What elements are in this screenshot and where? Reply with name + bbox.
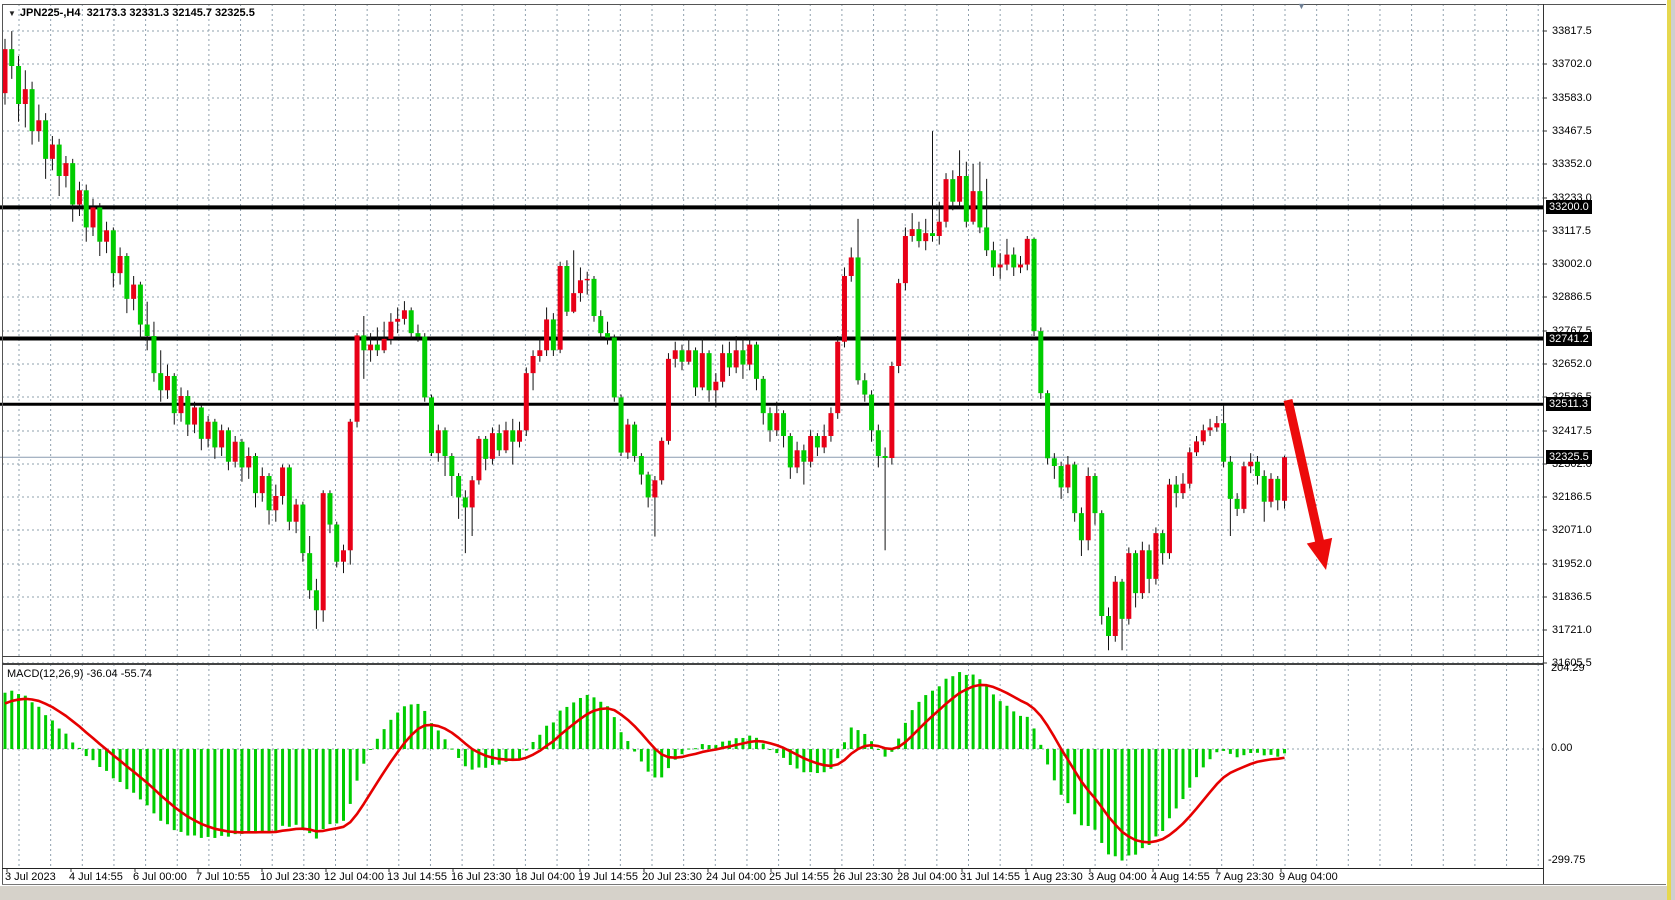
candles-layer bbox=[2, 31, 1288, 651]
bottom-outer-border bbox=[2, 884, 1666, 885]
price-tick-label: 31952.0 bbox=[1552, 558, 1592, 570]
price-tick-label: 32071.0 bbox=[1552, 524, 1592, 536]
macd-main-value: -36.04 bbox=[86, 668, 118, 680]
panel-separator-line-1 bbox=[2, 656, 1543, 657]
macd-axis-bottom[interactable]: -299.75 bbox=[1548, 854, 1586, 866]
time-tick-label: 25 Jul 14:55 bbox=[769, 871, 829, 883]
symbol-timeframe-label: JPN225-,H4 bbox=[19, 7, 81, 19]
quote-ohlc-values: 32173.3 32331.3 32145.7 32325.5 bbox=[86, 7, 255, 19]
price-tick-label: 32417.5 bbox=[1552, 425, 1592, 437]
time-tick-label: 31 Jul 14:55 bbox=[960, 871, 1020, 883]
price-tick-label: 31605.5 bbox=[1552, 657, 1592, 669]
price-level-box: 33200.0 bbox=[1546, 200, 1592, 215]
time-tick-label: 18 Jul 04:00 bbox=[515, 871, 575, 883]
time-tick-label: 13 Jul 14:55 bbox=[387, 871, 447, 883]
right-strip-gray bbox=[1671, 0, 1675, 900]
time-tick-label: 7 Jul 10:55 bbox=[196, 871, 250, 883]
time-tick-label: 10 Jul 23:30 bbox=[260, 871, 320, 883]
time-tick-label: 3 Jul 2023 bbox=[5, 871, 56, 883]
time-tick-label: 3 Aug 04:00 bbox=[1088, 871, 1147, 883]
macd-bottom-border bbox=[2, 868, 1543, 869]
price-tick-label: 32186.5 bbox=[1552, 491, 1592, 503]
price-tick-label: 33583.0 bbox=[1552, 92, 1592, 104]
price-tick-label: 33117.5 bbox=[1552, 225, 1591, 237]
panel-separator-line-2[interactable] bbox=[2, 663, 1543, 665]
time-tick-label: 20 Jul 23:30 bbox=[642, 871, 702, 883]
macd-signal-layer bbox=[4, 683, 1285, 844]
price-tick-label: 31836.5 bbox=[1552, 591, 1592, 603]
bottom-strip bbox=[0, 886, 1675, 900]
grid-layer bbox=[2, 4, 1547, 872]
price-tick-label: 33467.5 bbox=[1552, 125, 1592, 137]
macd-signal-value: -55.74 bbox=[120, 668, 152, 680]
time-tick-label: 16 Jul 23:30 bbox=[451, 871, 511, 883]
time-tick-label: 7 Aug 23:30 bbox=[1215, 871, 1274, 883]
price-tick-label: 33352.0 bbox=[1552, 158, 1592, 170]
macd-axis-top[interactable]: 204.29 bbox=[1551, 662, 1585, 674]
time-tick-label: 24 Jul 04:00 bbox=[706, 871, 766, 883]
price-tick-label: 32886.5 bbox=[1552, 291, 1592, 303]
price-level-box: 32741.2 bbox=[1546, 331, 1592, 346]
time-tick-label: 28 Jul 04:00 bbox=[897, 871, 957, 883]
time-tick-label: 4 Aug 14:55 bbox=[1151, 871, 1210, 883]
price-tick-label: 32652.0 bbox=[1552, 358, 1592, 370]
symbol-dropdown-icon[interactable]: ▼ bbox=[8, 9, 16, 18]
price-tick-label: 33002.0 bbox=[1552, 258, 1592, 270]
price-tick-label: 33817.5 bbox=[1552, 25, 1592, 37]
price-tick-label: 31721.0 bbox=[1552, 624, 1592, 636]
top-border bbox=[2, 4, 1666, 5]
time-tick-label: 1 Aug 23:30 bbox=[1024, 871, 1083, 883]
trend-arrow-annotation[interactable] bbox=[1283, 399, 1333, 570]
right-strip-yellow bbox=[1667, 0, 1671, 900]
symbol-quote-header[interactable]: ▼ JPN225-,H4 32173.3 32331.3 32145.7 3232… bbox=[8, 7, 255, 19]
macd-axis-zero[interactable]: 0.00 bbox=[1551, 742, 1573, 754]
left-border bbox=[2, 4, 3, 884]
axis-separator-vertical bbox=[1543, 4, 1544, 884]
price-tick-label: 33702.0 bbox=[1552, 58, 1592, 70]
price-level-box: 32511.3 bbox=[1546, 397, 1591, 412]
time-tick-label: 12 Jul 04:00 bbox=[324, 871, 384, 883]
time-tick-label: 19 Jul 14:55 bbox=[578, 871, 638, 883]
time-tick-label: 26 Jul 23:30 bbox=[833, 871, 893, 883]
chart-shift-marker-icon[interactable]: ▼ bbox=[1297, 1, 1306, 11]
price-level-box: 32325.5 bbox=[1546, 450, 1592, 465]
time-tick-label: 6 Jul 00:00 bbox=[133, 871, 187, 883]
time-tick-label: 9 Aug 04:00 bbox=[1279, 871, 1338, 883]
macd-histogram-layer bbox=[3, 672, 1287, 861]
time-tick-label: 4 Jul 14:55 bbox=[69, 871, 123, 883]
macd-label: MACD(12,26,9) bbox=[7, 668, 84, 680]
macd-indicator-header: MACD(12,26,9) -36.04 -55.74 bbox=[7, 668, 152, 680]
